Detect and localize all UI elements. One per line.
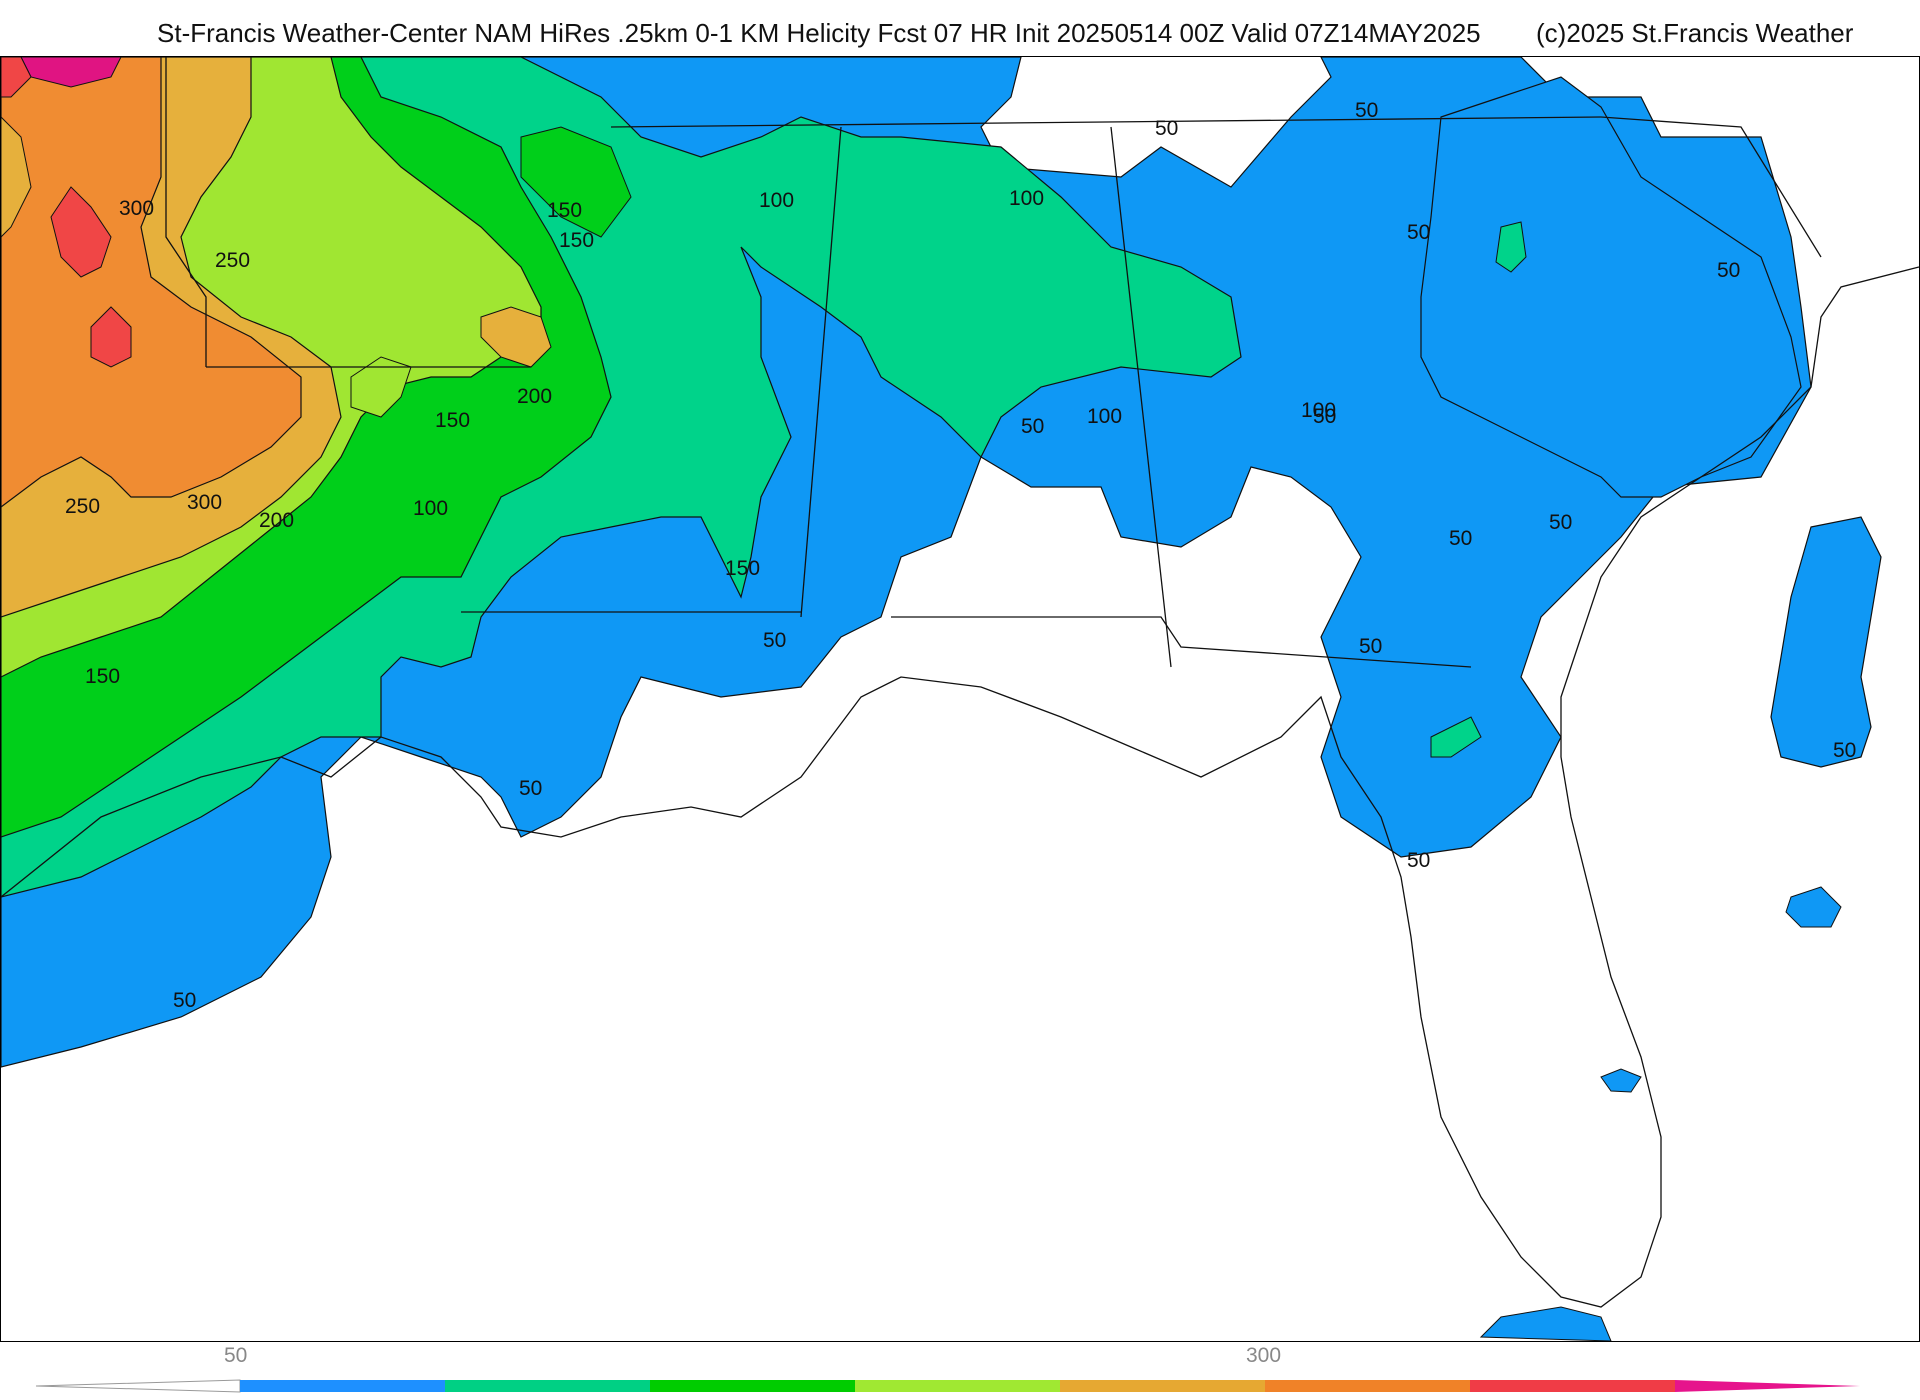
contour-label: 50 — [1355, 99, 1378, 122]
fill-200-pocket — [350, 356, 412, 418]
contour-label: 50 — [173, 989, 196, 1012]
fill-50-south — [1479, 1306, 1612, 1341]
fill-50-lake — [1600, 1068, 1642, 1093]
title-text: St-Francis Weather-Center NAM HiRes .25k… — [157, 18, 1481, 48]
contour-label: 150 — [435, 409, 470, 432]
contour-label: 50 — [1549, 511, 1572, 534]
contour-label: 250 — [215, 249, 250, 272]
state-border-north — [610, 116, 1602, 128]
fill-250-inner — [1, 116, 32, 238]
legend-swatch — [240, 1380, 445, 1392]
fill-100-pocket-fl — [1430, 716, 1482, 758]
contour-label: 150 — [559, 229, 594, 252]
contour-label: 300 — [119, 197, 154, 220]
fill-50-offshore — [1770, 516, 1882, 768]
fill-50-georgia — [1420, 76, 1802, 498]
state-border-ga-fl — [891, 616, 1472, 668]
fill-350 — [50, 186, 132, 368]
legend-swatch — [1470, 1380, 1675, 1392]
state-border-al-ga — [1110, 126, 1172, 668]
legend-swatch — [650, 1380, 855, 1392]
map-svg: 300 250 150 150 150 200 150 100 100 100 … — [1, 57, 1919, 1341]
contour-label: 250 — [65, 495, 100, 518]
contour-label: 50 — [1449, 527, 1472, 550]
contour-label: 150 — [85, 665, 120, 688]
legend-swatch — [1675, 1380, 1860, 1392]
state-border-ga-sc — [1600, 116, 1822, 258]
fill-150-pocket-1 — [520, 126, 632, 238]
state-border-tx — [165, 57, 207, 367]
contour-label: 50 — [1717, 259, 1740, 282]
legend-tick-50: 50 — [224, 1344, 248, 1367]
contour-label: 50 — [763, 629, 786, 652]
fill-300 — [1, 57, 302, 508]
copyright-text: (c)2025 St.Francis Weather — [1536, 18, 1854, 48]
contour-label: 100 — [1087, 405, 1122, 428]
legend-arrow-left — [35, 1379, 241, 1393]
fill-50-islet — [1785, 886, 1842, 928]
fill-100-pocket-ga — [1495, 221, 1527, 273]
geo-lines — [1, 57, 1919, 1308]
contour-label: 100 — [759, 189, 794, 212]
contour-label: 50 — [1833, 739, 1856, 762]
map-panel: 300 250 150 150 150 200 150 100 100 100 … — [0, 56, 1920, 1342]
legend-swatch — [855, 1380, 1060, 1392]
legend-bar — [35, 1379, 1860, 1393]
contour-label: 50 — [1359, 635, 1382, 658]
contour-label: 50 — [519, 777, 542, 800]
legend-tick-300: 300 — [1246, 1344, 1282, 1367]
color-legend: 50 300 — [0, 1344, 1920, 1400]
contour-labels: 300 250 150 150 150 200 150 100 100 100 … — [65, 99, 1856, 1012]
contour-label: 50 — [1407, 221, 1430, 244]
contour-label: 200 — [259, 509, 294, 532]
contour-label: 300 — [187, 491, 222, 514]
contour-label: 50 — [1155, 117, 1178, 140]
legend-swatches — [35, 1379, 1860, 1393]
chart-title: St-Francis Weather-Center NAM HiRes .25k… — [0, 14, 1920, 54]
contour-label: 50 — [1407, 849, 1430, 872]
contour-label: 200 — [517, 385, 552, 408]
contour-label: 100 — [1009, 187, 1044, 210]
contour-label: 100 — [413, 497, 448, 520]
helicity-fill — [1, 57, 1882, 1341]
legend-swatch — [1060, 1380, 1265, 1392]
fill-250-pocket — [480, 306, 552, 368]
contour-label: 50 — [1021, 415, 1044, 438]
coastline-gulf — [1, 266, 1919, 1308]
contour-label: 100 — [1301, 399, 1336, 422]
contour-label: 150 — [547, 199, 582, 222]
state-border-ms-al — [800, 126, 842, 618]
legend-swatch — [445, 1380, 650, 1392]
fill-350-top — [1, 57, 32, 98]
contour-label: 50 — [1313, 405, 1336, 428]
legend-swatch — [1265, 1380, 1470, 1392]
contour-label: 150 — [725, 557, 760, 580]
